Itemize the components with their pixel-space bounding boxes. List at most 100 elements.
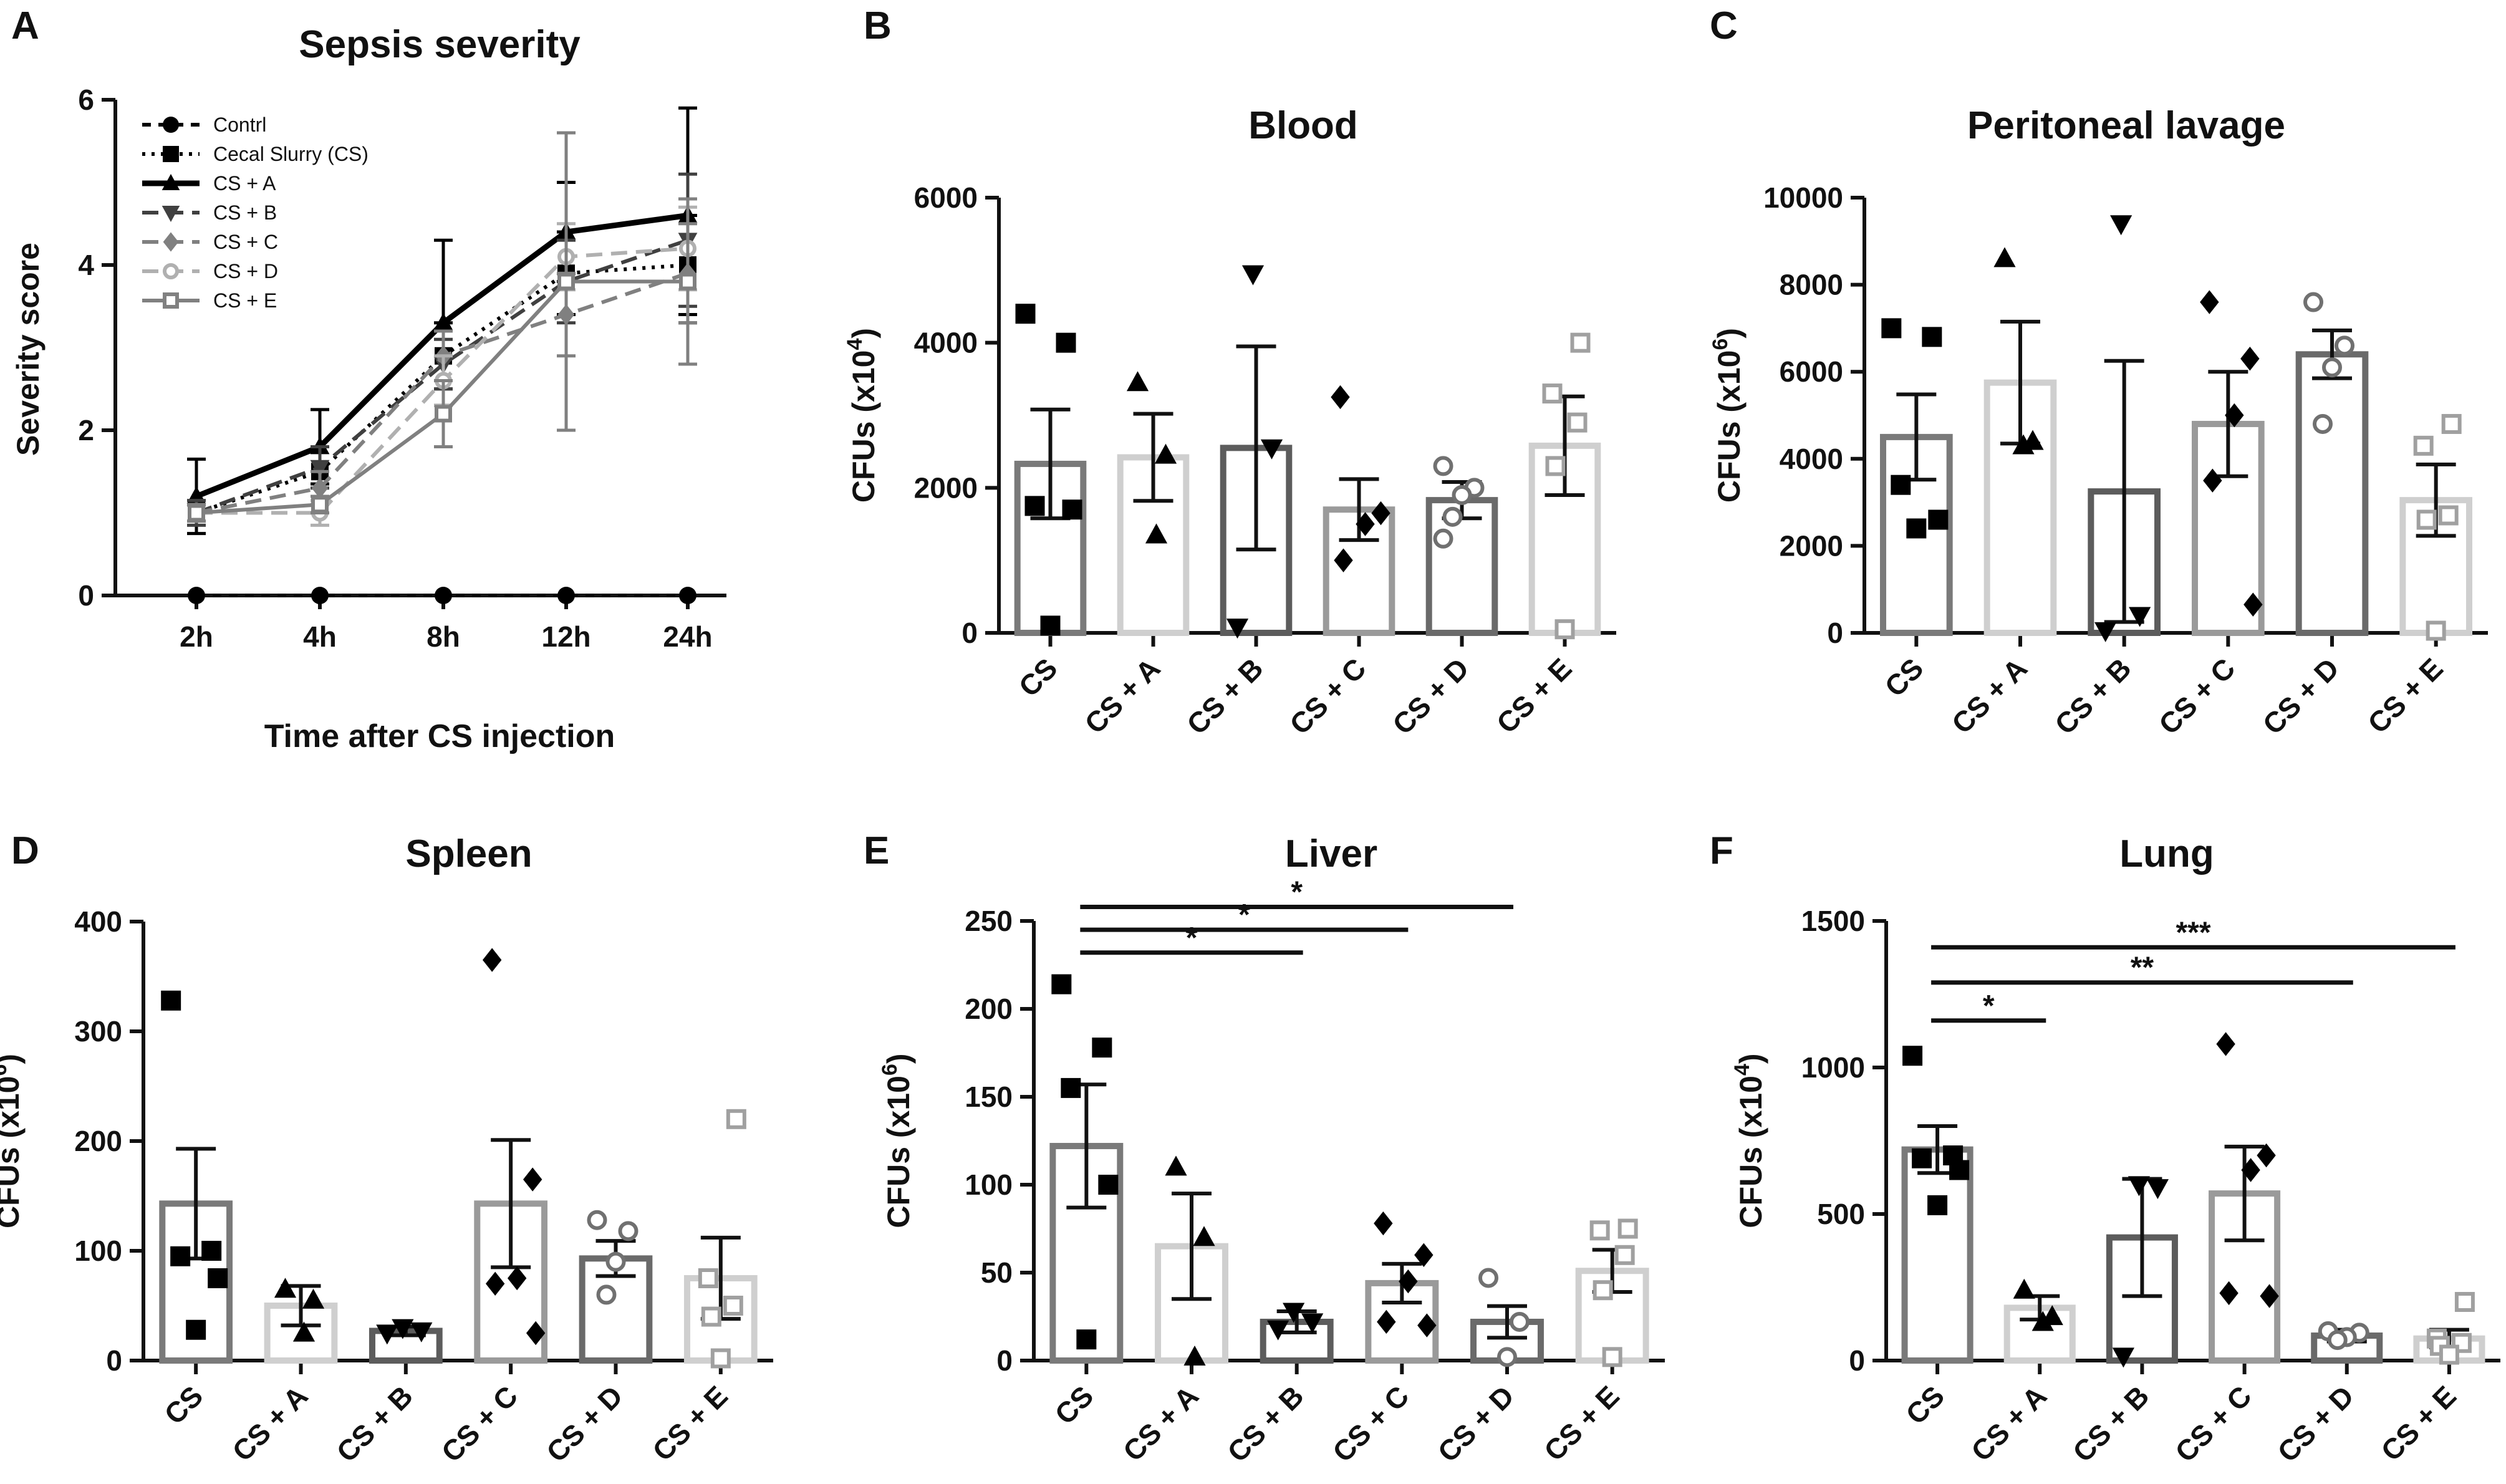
chart-a-legend-label: Cecal Slurry (CS) [213, 143, 369, 165]
chart-a-ylabel: Severity score [11, 243, 46, 456]
chart-e-data-point [1283, 1303, 1305, 1323]
chart-e-xtick-label: CS + A [1117, 1379, 1205, 1467]
chart-b-data-point [1542, 383, 1563, 404]
chart-b-data-point [1126, 371, 1149, 392]
chart-a-point [557, 587, 575, 604]
chart-e-data-point [1617, 1218, 1638, 1239]
chart-f-xtick-label: CS + B [2066, 1379, 2156, 1468]
chart-b-data-point [1056, 332, 1076, 353]
chart-b-data-point [1260, 439, 1283, 460]
chart-a-xtick-label: 24h [663, 620, 712, 653]
chart-e-data-point [1165, 1155, 1187, 1176]
chart-a-point [557, 272, 575, 291]
chart-b-data-point [1040, 615, 1061, 636]
chart-b-data-point [1331, 385, 1350, 410]
chart-a-point [188, 504, 205, 522]
chart-d-ytick-label: 400 [74, 905, 122, 938]
chart-f-data-point [2216, 1032, 2235, 1056]
chart-b-data-point [1356, 512, 1375, 536]
chart-a-legend-label: CS + D [213, 260, 278, 282]
chart-b-xtick-label: CS + A [1078, 652, 1166, 740]
chart-e-data-point [1076, 1329, 1097, 1350]
chart-e-ytick-label: 100 [965, 1168, 1013, 1201]
chart-c-ytick-label: 8000 [1780, 269, 1843, 301]
chart-d-title: Spleen [405, 832, 532, 875]
chart-c-ytick-label: 0 [1827, 617, 1843, 649]
chart-a-legend: Contrl Cecal Slurry (CS) CS + A CS + B CS + … [142, 113, 369, 312]
chart-c-ylabel-main: CFUs (x10 [1712, 350, 1747, 503]
chart-e-data-point [1417, 1313, 1437, 1337]
chart-c-data-point [2303, 292, 2323, 312]
chart-c-data-point [2200, 290, 2219, 314]
chart-d-ytick-label: 0 [106, 1344, 122, 1377]
chart-a-legend-marker [163, 117, 179, 133]
chart-e-data-point [1377, 1309, 1396, 1334]
chart-b-data-point [1545, 456, 1566, 476]
chart-a-point [188, 587, 205, 604]
chart-c-data-point [2426, 620, 2446, 641]
chart-d-data-point [208, 1268, 228, 1288]
chart-f-data-point [1927, 1195, 1948, 1215]
chart-a-legend-label: CS + B [213, 201, 277, 224]
chart-e-data-point [1098, 1175, 1119, 1195]
chart-e-data-point [1061, 1077, 1081, 1098]
panel-letter-d: D [11, 829, 39, 872]
chart-a-xtick-label: 2h [180, 620, 213, 653]
chart-b-data-point [1154, 443, 1177, 464]
chart-e-data-point [1497, 1347, 1517, 1367]
chart-f-title: Lung [2119, 832, 2214, 875]
chart-c-data-point [2438, 505, 2459, 526]
chart-a-legend-marker [161, 174, 180, 191]
chart-a-legend-marker [161, 205, 180, 222]
chart-d-data-point [701, 1306, 721, 1327]
chart-a-point [679, 587, 696, 604]
chart-e-ytick-label: 50 [981, 1256, 1013, 1289]
chart-d-data-point [710, 1348, 731, 1369]
chart-a-point [433, 312, 453, 330]
chart-a-ytick-label: 0 [78, 579, 94, 612]
panel-letter-f: F [1710, 829, 1733, 872]
chart-d-data-point [302, 1288, 325, 1309]
chart-d-data-point [726, 1109, 746, 1129]
chart-c-ylabel-exponent: 6 [1708, 339, 1732, 350]
chart-d-data-point [161, 990, 181, 1011]
chart-c-xtick-label: CS + D [2257, 652, 2346, 741]
chart-c-data-point [2129, 607, 2151, 627]
chart-b-data-point [1433, 528, 1453, 549]
chart-c-data-point [2416, 509, 2437, 530]
chart-c-xtick-label: CS [1878, 652, 1929, 703]
chart-a-legend-marker [163, 232, 179, 252]
chart-f-ytick-label: 500 [1817, 1198, 1865, 1230]
chart-c: Peritoneal lavage 0 2000 4000 6000 8000 10000 C… [1708, 104, 2488, 741]
chart-b-ytick-label: 4000 [914, 327, 978, 359]
chart-b-xtick-label: CS [1013, 652, 1064, 703]
chart-f-bar [1901, 1146, 1973, 1364]
chart-f-xtick-label: CS [1899, 1379, 1950, 1430]
chart-f-ylabel-close: ) [1733, 1053, 1768, 1064]
chart-d-data-point [392, 1319, 414, 1339]
chart-b-data-point [1452, 484, 1472, 505]
chart-c-data-point [2225, 403, 2244, 428]
chart-a-legend-label: CS + C [213, 231, 278, 253]
chart-b-xtick-label: CS + E [1490, 652, 1578, 740]
chart-a-point [435, 587, 452, 604]
chart-f-xtick-label: CS + E [2374, 1379, 2462, 1467]
chart-c-ytick-label: 6000 [1780, 355, 1843, 388]
chart-a-point [435, 405, 452, 423]
chart-b-ytick-label: 0 [961, 617, 978, 649]
chart-e-data-point [1267, 1320, 1289, 1341]
chart-e-data-point [1589, 1220, 1610, 1241]
chart-c-data-point [2243, 592, 2263, 617]
chart-e-significance-label: * [1238, 899, 1250, 932]
chart-d-ytick-label: 200 [74, 1125, 122, 1157]
chart-a-xtick-label: 4h [303, 620, 337, 653]
chart-d-data-point [186, 1319, 206, 1340]
panel-letter-a: A [11, 4, 39, 47]
chart-d-ylabel: CFUs (x106) [0, 1054, 26, 1228]
chart-a: Sepsis severity 0 2 4 6 2h 4h 8h 12h 24h Time afte… [11, 23, 726, 754]
chart-f-data-point [2451, 1332, 2472, 1353]
chart-f-xtick-label: CS + A [1965, 1379, 2053, 1467]
chart-b-data-point [1226, 619, 1249, 639]
chart-c-data-point [2313, 413, 2333, 434]
